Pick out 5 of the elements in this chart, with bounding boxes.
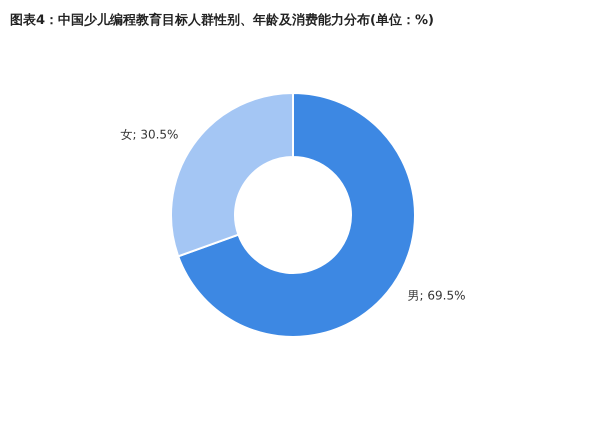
data-label: ; 30.5% <box>132 128 178 142</box>
slice-label: 女 <box>120 128 132 142</box>
slice-label: 男 <box>408 288 420 302</box>
data-label: ; 69.5% <box>420 288 466 302</box>
chart-title: 图表4：中国少儿编程教育目标人群性别、年龄及消费能力分布(单位：%) <box>10 12 434 28</box>
